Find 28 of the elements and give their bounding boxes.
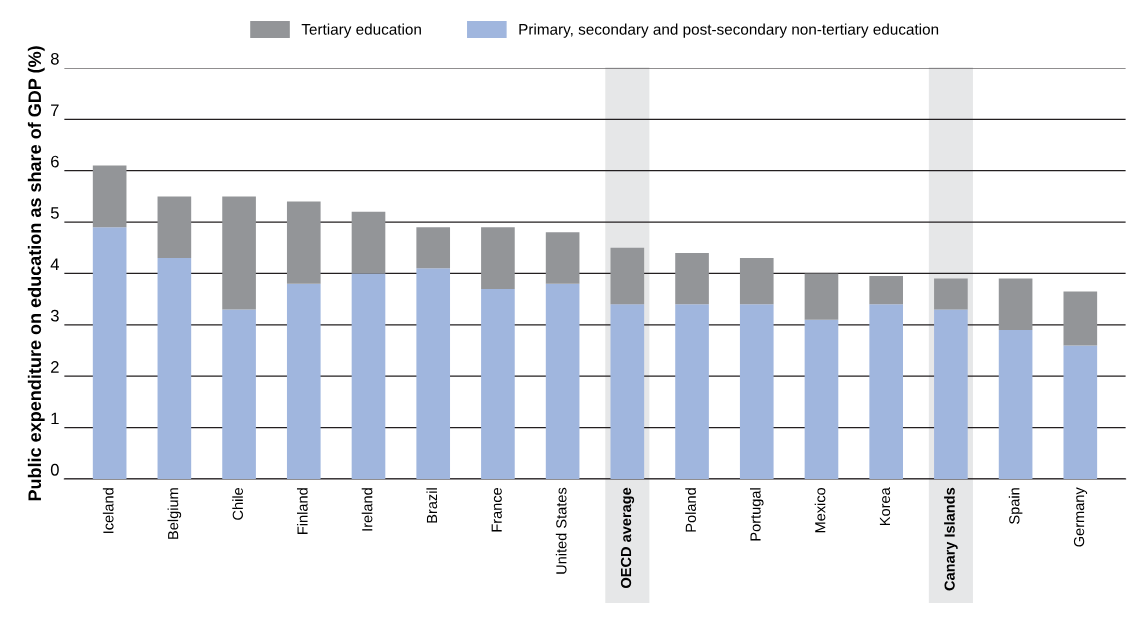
y-tick-label: 2 bbox=[51, 361, 59, 373]
x-tick-label: Mexico bbox=[814, 487, 826, 533]
x-tick-label: Canary Islands bbox=[944, 487, 958, 591]
x-tick-label: Iceland bbox=[102, 488, 114, 533]
y-tick-label: 4 bbox=[50, 258, 59, 271]
y-tick-label: 7 bbox=[51, 104, 59, 116]
y-tick-label: 1 bbox=[51, 412, 59, 425]
y-axis-title: Public expenditure on education as share of GDP (%) bbox=[27, 46, 45, 501]
y-tick-label: 3 bbox=[50, 309, 59, 322]
x-tick-label: United States bbox=[555, 487, 567, 574]
x-tick-label: Belgium bbox=[167, 488, 182, 539]
x-tick-label: OECD average bbox=[620, 487, 635, 588]
legend-label: Tertiary education bbox=[301, 23, 421, 38]
y-tick-label: 5 bbox=[50, 207, 59, 219]
x-tick-label: Korea bbox=[879, 487, 891, 525]
y-tick-label: 0 bbox=[50, 463, 59, 476]
x-tick-label: Portugal bbox=[749, 488, 764, 541]
x-tick-label: Ireland bbox=[361, 488, 373, 531]
x-tick-label: France bbox=[491, 487, 502, 532]
legend-label: Primary, secondary and post-secondary non-tertiary education bbox=[519, 23, 939, 38]
x-tick-label: Poland bbox=[685, 488, 696, 532]
x-tick-label: Chile bbox=[232, 487, 243, 520]
x-tick-label: Brazil bbox=[426, 488, 438, 523]
x-tick-label: Germany bbox=[1073, 487, 1088, 547]
x-tick-label: Spain bbox=[1008, 488, 1023, 524]
y-tick-label: 6 bbox=[51, 155, 59, 168]
x-tick-label: Finland bbox=[296, 488, 308, 534]
y-tick-label: 8 bbox=[50, 52, 59, 65]
